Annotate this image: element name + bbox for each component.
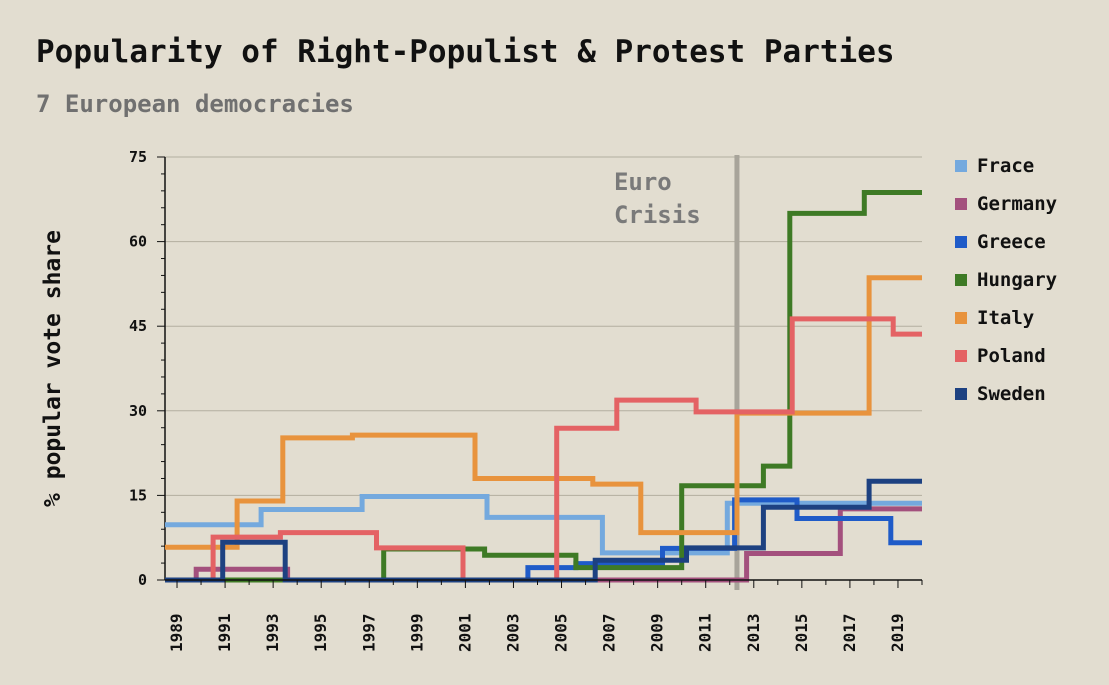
series-line-hungary (165, 190, 922, 583)
y-tick-label: 60 (129, 233, 147, 251)
y-tick-label: 0 (138, 571, 147, 589)
legend-swatch (955, 388, 967, 400)
legend-item-frace: Frace (955, 147, 1057, 185)
legend-label: Hungary (977, 269, 1058, 291)
x-tick-label: 2015 (792, 613, 811, 652)
legend-label: Poland (977, 345, 1046, 367)
x-tick-label: 1991 (215, 613, 234, 652)
x-tick-label: 2003 (503, 613, 522, 652)
y-tick-label: 45 (129, 317, 147, 335)
annotation-line1: Euro (614, 168, 672, 196)
x-tick-label: 2017 (840, 613, 859, 652)
y-tick-label: 15 (129, 486, 147, 504)
legend-label: Germany (977, 193, 1058, 215)
x-tick-label: 1999 (407, 613, 426, 652)
legend-label: Italy (977, 307, 1035, 329)
legend-item-hungary: Hungary (955, 261, 1057, 299)
series-line-frace (165, 494, 922, 556)
legend-swatch (955, 350, 967, 362)
legend-swatch (955, 312, 967, 324)
x-tick-label: 1995 (311, 613, 330, 652)
x-tick-label: 2013 (744, 613, 763, 652)
x-tick-label: 2009 (648, 613, 667, 652)
legend-label: Frace (977, 155, 1035, 177)
legend-label: Greece (977, 231, 1046, 253)
legend-item-sweden: Sweden (955, 375, 1057, 413)
x-tick-label: 1993 (263, 613, 282, 652)
y-tick-label: 75 (129, 148, 147, 166)
series-line-poland (165, 316, 922, 583)
legend-item-poland: Poland (955, 337, 1057, 375)
chart-subtitle: 7 European democracies (36, 90, 354, 118)
x-tick-label: 2011 (696, 613, 715, 652)
legend-swatch (955, 198, 967, 210)
x-tick-label: 1989 (167, 613, 186, 652)
x-tick-label: 2005 (552, 613, 571, 652)
x-tick-label: 2001 (455, 613, 474, 652)
series-line-sweden (165, 478, 922, 583)
x-tick-label: 2019 (888, 613, 907, 652)
legend-label: Sweden (977, 383, 1046, 405)
x-tick-label: 2007 (600, 613, 619, 652)
annotation-line2: Crisis (614, 201, 701, 229)
x-tick-label: 1997 (359, 613, 378, 652)
legend-item-italy: Italy (955, 299, 1057, 337)
legend-item-greece: Greece (955, 223, 1057, 261)
chart-legend: Frace Germany Greece Hungary Italy Poland Swed… (955, 147, 1057, 413)
chart-title: Popularity of Right-Populist & Protest P… (36, 34, 895, 70)
legend-swatch (955, 236, 967, 248)
legend-item-germany: Germany (955, 185, 1057, 223)
y-tick-label: 30 (129, 402, 147, 420)
y-axis-title: % popular vote share (40, 230, 66, 507)
legend-swatch (955, 160, 967, 172)
legend-swatch (955, 274, 967, 286)
